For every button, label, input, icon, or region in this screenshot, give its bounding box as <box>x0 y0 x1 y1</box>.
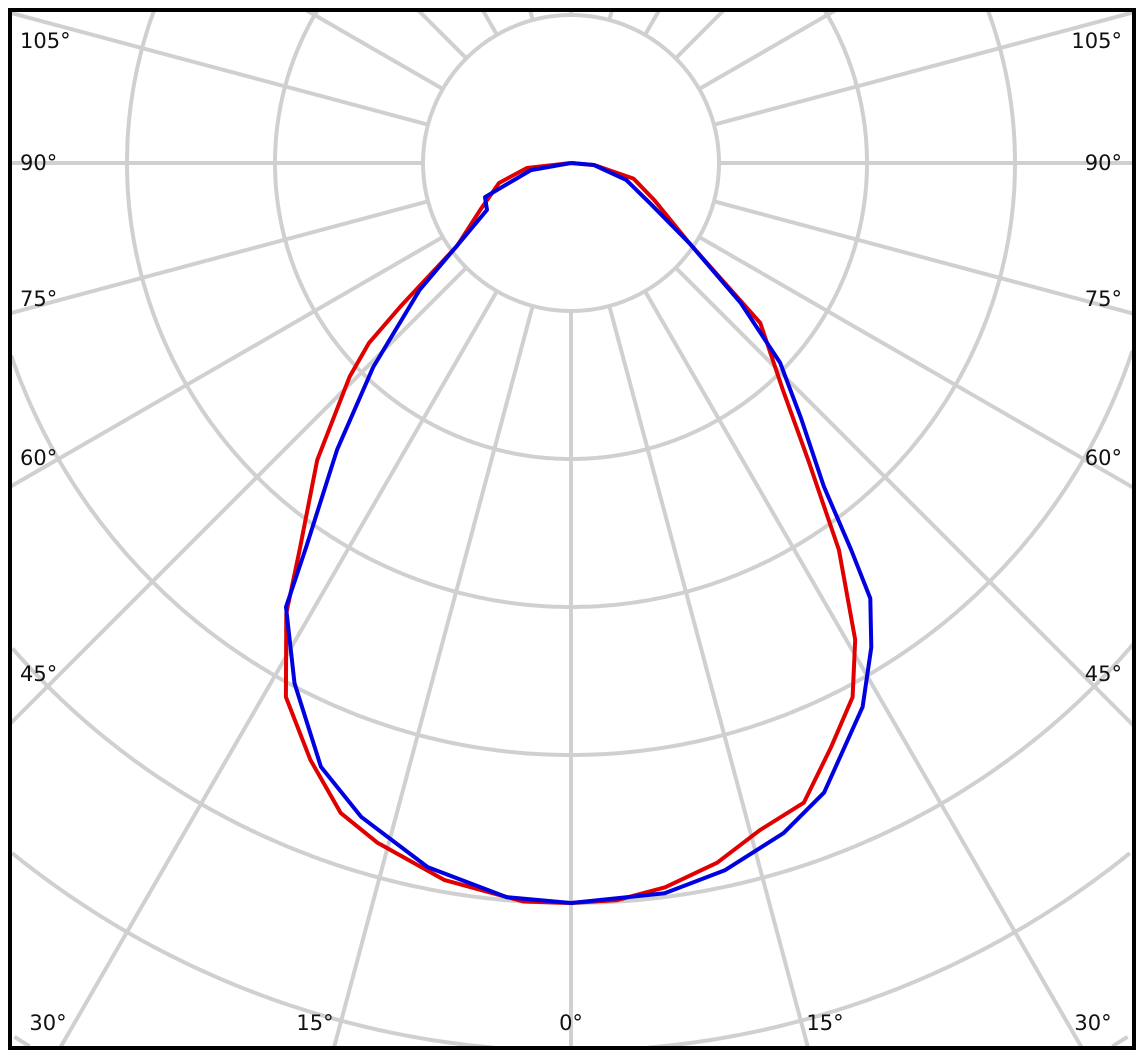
polar-grid <box>8 8 1136 1050</box>
plot-frame <box>8 8 1136 1050</box>
angle-label-right-45: 45° <box>1085 662 1122 686</box>
grid-spoke <box>9 10 429 127</box>
grid-spoke <box>674 266 1136 728</box>
grid-spoke <box>9 235 444 489</box>
grid-spoke <box>698 8 838 91</box>
grid-spoke <box>480 8 499 36</box>
grid-spoke <box>698 235 1135 490</box>
angle-label-right-105: 105° <box>1071 29 1122 53</box>
grid-spoke <box>643 8 662 36</box>
grid-spoke <box>713 199 1135 316</box>
grid-spoke <box>416 8 468 60</box>
grid-spoke <box>607 305 811 1049</box>
grid-spoke <box>8 266 468 726</box>
angle-label-right-90: 90° <box>1085 151 1122 175</box>
angle-label-bottom-15-left: 15° <box>296 1011 333 1035</box>
grid-spoke <box>674 8 726 60</box>
grid-spoke <box>304 8 444 91</box>
grid-ring <box>10 851 1132 1050</box>
series-curve-2 <box>284 161 874 905</box>
angle-label-left-60: 60° <box>20 446 57 470</box>
grid-spoke <box>713 10 1135 127</box>
angle-label-left-45: 45° <box>20 662 57 686</box>
intensity-curves <box>283 161 874 905</box>
angle-label-left-90: 90° <box>20 151 57 175</box>
angle-label-bottom-30-left: 30° <box>29 1011 66 1035</box>
grid-spoke <box>9 199 429 316</box>
angle-label-bottom-0: 0° <box>559 1011 583 1035</box>
grid-spoke <box>331 305 535 1049</box>
grid-ring <box>273 9 869 461</box>
angle-label-left-105: 105° <box>20 29 71 53</box>
grid-spoke <box>58 290 499 1049</box>
angle-label-right-60: 60° <box>1085 446 1122 470</box>
grid-ring <box>11 642 1136 905</box>
angle-label-bottom-30-right: 30° <box>1074 1011 1111 1035</box>
angle-label-bottom-15-right: 15° <box>806 1011 843 1035</box>
angle-labels: 105° 90° 75° 60° 45° 105° 90° 75° 60° 45… <box>20 29 1122 1035</box>
grid-ring <box>13 1035 1129 1049</box>
angle-label-right-75: 75° <box>1085 287 1122 311</box>
grid-spoke <box>643 290 1084 1049</box>
grid-ring <box>125 10 1017 609</box>
angle-label-left-75: 75° <box>20 287 57 311</box>
grid-ring <box>9 350 1135 757</box>
